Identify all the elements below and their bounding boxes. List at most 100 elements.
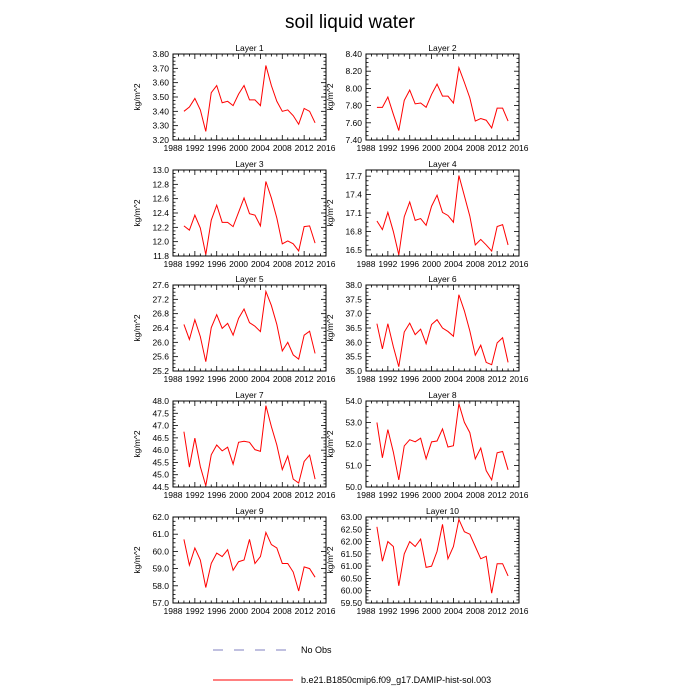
y-tick-label: 53.0 bbox=[345, 418, 362, 428]
y-tick-label: 12.6 bbox=[152, 194, 169, 204]
x-tick-label: 1996 bbox=[207, 490, 226, 500]
x-tick-label: 1992 bbox=[378, 606, 397, 616]
x-tick-label: 2000 bbox=[422, 606, 441, 616]
y-tick-label: 17.4 bbox=[345, 190, 362, 200]
x-tick-label: 2012 bbox=[488, 259, 507, 269]
x-tick-label: 2012 bbox=[295, 606, 314, 616]
x-tick-label: 2000 bbox=[229, 259, 248, 269]
x-tick-label: 2004 bbox=[251, 374, 270, 384]
x-tick-label: 2016 bbox=[510, 606, 529, 616]
x-tick-label: 1992 bbox=[185, 490, 204, 500]
y-axis-label: kg/m^2 bbox=[325, 199, 335, 226]
y-tick-label: 60.50 bbox=[341, 573, 363, 583]
y-tick-label: 12.0 bbox=[152, 237, 169, 247]
x-tick-label: 2000 bbox=[422, 490, 441, 500]
y-tick-label: 37.5 bbox=[345, 294, 362, 304]
y-tick-label: 17.1 bbox=[345, 208, 362, 218]
x-tick-label: 2016 bbox=[317, 374, 336, 384]
x-tick-label: 2004 bbox=[251, 490, 270, 500]
y-tick-label: 45.5 bbox=[152, 457, 169, 467]
x-tick-label: 2008 bbox=[273, 606, 292, 616]
y-tick-label: 52.0 bbox=[345, 439, 362, 449]
y-axis-label: kg/m^2 bbox=[132, 430, 142, 457]
y-tick-label: 36.5 bbox=[345, 323, 362, 333]
x-tick-label: 2016 bbox=[317, 259, 336, 269]
x-tick-label: 2016 bbox=[510, 143, 529, 153]
x-tick-label: 1988 bbox=[357, 143, 376, 153]
panel-title: Layer 10 bbox=[426, 506, 459, 516]
x-tick-label: 1988 bbox=[357, 606, 376, 616]
series-line bbox=[376, 294, 509, 367]
y-tick-label: 47.0 bbox=[152, 421, 169, 431]
x-tick-label: 1992 bbox=[185, 606, 204, 616]
x-tick-label: 2008 bbox=[466, 374, 485, 384]
panel-title: Layer 3 bbox=[235, 159, 264, 169]
x-tick-label: 2000 bbox=[229, 490, 248, 500]
y-tick-label: 36.0 bbox=[345, 337, 362, 347]
x-tick-label: 2016 bbox=[510, 490, 529, 500]
panel-title: Layer 2 bbox=[428, 43, 457, 53]
y-tick-label: 27.6 bbox=[152, 280, 169, 290]
y-tick-label: 59.50 bbox=[341, 598, 363, 608]
x-tick-label: 2000 bbox=[422, 143, 441, 153]
plot-frame bbox=[172, 53, 327, 141]
x-tick-label: 1996 bbox=[207, 259, 226, 269]
y-tick-label: 25.6 bbox=[152, 352, 169, 362]
x-tick-label: 2000 bbox=[422, 259, 441, 269]
x-tick-label: 1988 bbox=[164, 606, 183, 616]
y-tick-label: 7.60 bbox=[345, 118, 362, 128]
x-tick-label: 2000 bbox=[229, 374, 248, 384]
y-tick-label: 35.5 bbox=[345, 352, 362, 362]
y-tick-label: 26.4 bbox=[152, 323, 169, 333]
plot-frame bbox=[172, 284, 327, 372]
y-tick-label: 17.7 bbox=[345, 171, 362, 181]
x-tick-label: 2004 bbox=[251, 143, 270, 153]
x-tick-label: 2004 bbox=[444, 374, 463, 384]
x-tick-label: 2000 bbox=[229, 606, 248, 616]
x-tick-label: 2008 bbox=[273, 490, 292, 500]
y-tick-label: 54.0 bbox=[345, 396, 362, 406]
y-tick-label: 44.5 bbox=[152, 482, 169, 492]
y-tick-label: 35.0 bbox=[345, 366, 362, 376]
x-tick-label: 1996 bbox=[207, 606, 226, 616]
y-tick-label: 12.8 bbox=[152, 179, 169, 189]
y-tick-label: 3.20 bbox=[152, 135, 169, 145]
x-tick-label: 2016 bbox=[510, 259, 529, 269]
x-tick-label: 2016 bbox=[317, 490, 336, 500]
y-tick-label: 62.00 bbox=[341, 537, 363, 547]
x-tick-label: 2008 bbox=[466, 606, 485, 616]
plot-frame bbox=[365, 169, 520, 257]
x-tick-label: 2008 bbox=[466, 490, 485, 500]
x-tick-label: 1996 bbox=[207, 143, 226, 153]
y-axis-label: kg/m^2 bbox=[132, 83, 142, 110]
y-tick-label: 51.0 bbox=[345, 461, 362, 471]
y-axis-label: kg/m^2 bbox=[325, 83, 335, 110]
y-axis-label: kg/m^2 bbox=[132, 199, 142, 226]
y-tick-label: 63.00 bbox=[341, 512, 363, 522]
panel-title: Layer 7 bbox=[235, 390, 264, 400]
x-tick-label: 2012 bbox=[488, 490, 507, 500]
y-tick-label: 8.40 bbox=[345, 49, 362, 59]
y-tick-label: 7.40 bbox=[345, 135, 362, 145]
plot-frame bbox=[172, 516, 327, 604]
x-tick-label: 2008 bbox=[273, 259, 292, 269]
y-tick-label: 12.2 bbox=[152, 222, 169, 232]
x-tick-label: 2016 bbox=[317, 143, 336, 153]
y-tick-label: 3.40 bbox=[152, 106, 169, 116]
y-tick-label: 46.5 bbox=[152, 433, 169, 443]
series-line bbox=[183, 289, 316, 362]
y-tick-label: 8.00 bbox=[345, 83, 362, 93]
y-tick-label: 13.0 bbox=[152, 165, 169, 175]
y-tick-label: 62.50 bbox=[341, 524, 363, 534]
x-tick-label: 2004 bbox=[444, 143, 463, 153]
x-tick-label: 1992 bbox=[378, 259, 397, 269]
x-tick-label: 1988 bbox=[164, 143, 183, 153]
plot-frame bbox=[365, 400, 520, 488]
y-tick-label: 38.0 bbox=[345, 280, 362, 290]
series-line bbox=[376, 175, 509, 255]
